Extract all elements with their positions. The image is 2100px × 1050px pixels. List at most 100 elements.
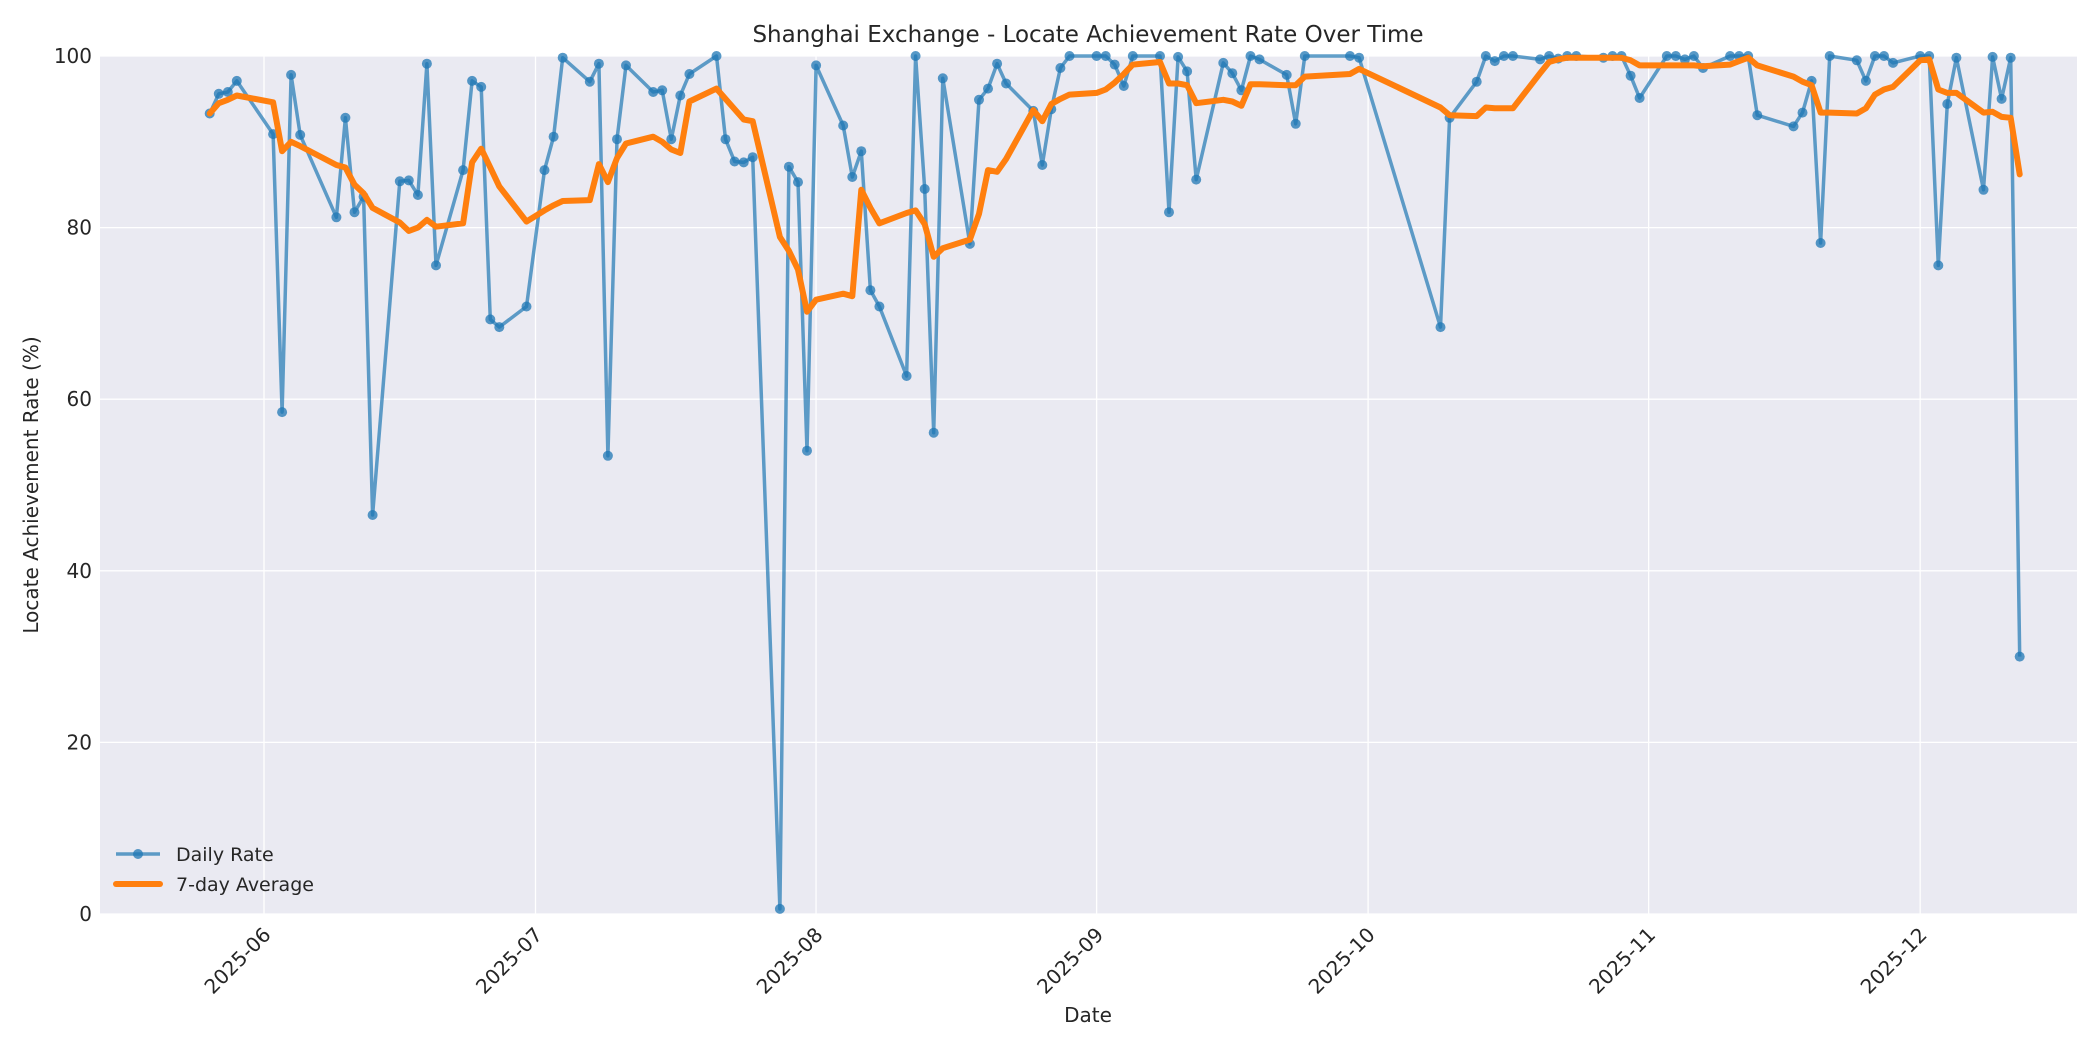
daily-rate-point[interactable] bbox=[1155, 51, 1165, 61]
daily-rate-point[interactable] bbox=[1037, 160, 1048, 170]
daily-rate-point[interactable] bbox=[494, 322, 505, 333]
daily-rate-point[interactable] bbox=[331, 212, 342, 223]
daily-rate-point[interactable] bbox=[1797, 107, 1808, 118]
daily-rate-point[interactable] bbox=[539, 165, 550, 176]
daily-rate-point[interactable] bbox=[1001, 78, 1012, 89]
daily-rate-point[interactable] bbox=[467, 75, 478, 86]
daily-rate-point[interactable] bbox=[1670, 51, 1681, 61]
daily-rate-point[interactable] bbox=[711, 51, 722, 61]
daily-rate-point[interactable] bbox=[231, 75, 242, 86]
daily-rate-point[interactable] bbox=[1218, 57, 1229, 68]
daily-rate-point[interactable] bbox=[286, 69, 297, 80]
daily-rate-point[interactable] bbox=[1173, 51, 1184, 62]
daily-rate-point[interactable] bbox=[277, 407, 288, 418]
daily-rate-point[interactable] bbox=[738, 157, 749, 168]
daily-rate-point[interactable] bbox=[802, 445, 812, 456]
daily-rate-point[interactable] bbox=[1435, 322, 1446, 333]
daily-rate-point[interactable] bbox=[412, 190, 423, 200]
daily-rate-point[interactable] bbox=[1725, 51, 1736, 61]
daily-rate-point[interactable] bbox=[1888, 57, 1898, 68]
daily-rate-point[interactable] bbox=[729, 156, 740, 167]
daily-rate-point[interactable] bbox=[421, 58, 432, 69]
daily-rate-point[interactable] bbox=[1091, 51, 1102, 61]
daily-rate-point[interactable] bbox=[2005, 52, 2016, 63]
daily-rate-point[interactable] bbox=[1978, 184, 1989, 195]
daily-rate-point[interactable] bbox=[747, 152, 758, 163]
daily-rate-point[interactable] bbox=[612, 134, 622, 145]
daily-rate-point[interactable] bbox=[1227, 68, 1238, 79]
daily-rate-point[interactable] bbox=[874, 301, 885, 312]
daily-rate-point[interactable] bbox=[403, 175, 414, 186]
daily-rate-point[interactable] bbox=[928, 427, 939, 438]
daily-rate-point[interactable] bbox=[937, 73, 948, 84]
daily-rate-point[interactable] bbox=[1933, 260, 1944, 271]
daily-rate-point[interactable] bbox=[1345, 51, 1355, 61]
daily-rate-point[interactable] bbox=[1507, 51, 1518, 61]
daily-rate-point[interactable] bbox=[295, 129, 306, 140]
daily-rate-point[interactable] bbox=[602, 450, 613, 461]
daily-rate-point[interactable] bbox=[865, 285, 876, 296]
daily-rate-point[interactable] bbox=[720, 134, 731, 145]
daily-rate-point[interactable] bbox=[1661, 51, 1672, 61]
daily-rate-point[interactable] bbox=[1118, 81, 1129, 91]
daily-rate-point[interactable] bbox=[1100, 51, 1111, 61]
daily-rate-point[interactable] bbox=[666, 134, 677, 145]
daily-rate-point[interactable] bbox=[838, 120, 849, 131]
daily-rate-point[interactable] bbox=[1299, 51, 1310, 61]
daily-rate-point[interactable] bbox=[431, 260, 441, 271]
daily-rate-point[interactable] bbox=[1281, 69, 1292, 80]
daily-rate-point[interactable] bbox=[2014, 651, 2025, 662]
daily-rate-point[interactable] bbox=[1788, 121, 1799, 132]
daily-rate-point[interactable] bbox=[1055, 63, 1066, 73]
daily-rate-point[interactable] bbox=[1634, 93, 1645, 103]
daily-rate-point[interactable] bbox=[1851, 55, 1862, 66]
daily-rate-point[interactable] bbox=[1942, 99, 1953, 109]
daily-rate-point[interactable] bbox=[919, 184, 930, 194]
daily-rate-point[interactable] bbox=[1480, 51, 1491, 61]
daily-rate-point[interactable] bbox=[1191, 174, 1202, 185]
daily-rate-point[interactable] bbox=[485, 314, 496, 325]
legend-item-daily-rate[interactable]: Daily Rate bbox=[116, 844, 274, 866]
daily-rate-point[interactable] bbox=[1471, 76, 1482, 87]
daily-rate-point[interactable] bbox=[1688, 51, 1699, 61]
daily-rate-point[interactable] bbox=[1354, 52, 1365, 63]
daily-rate-point[interactable] bbox=[1987, 51, 1998, 62]
daily-rate-point[interactable] bbox=[621, 60, 631, 71]
daily-rate-point[interactable] bbox=[1869, 51, 1880, 61]
daily-rate-point[interactable] bbox=[1127, 51, 1138, 61]
daily-rate-point[interactable] bbox=[1245, 51, 1256, 61]
daily-rate-point[interactable] bbox=[1679, 54, 1690, 65]
daily-rate-point[interactable] bbox=[394, 176, 405, 187]
daily-rate-point[interactable] bbox=[974, 94, 984, 105]
daily-rate-point[interactable] bbox=[1064, 51, 1075, 61]
daily-rate-point[interactable] bbox=[476, 81, 487, 92]
daily-rate-point[interactable] bbox=[774, 903, 785, 914]
daily-rate-point[interactable] bbox=[349, 207, 360, 218]
daily-rate-point[interactable] bbox=[1109, 59, 1120, 70]
daily-rate-point[interactable] bbox=[557, 52, 568, 63]
daily-rate-point[interactable] bbox=[1815, 238, 1826, 248]
daily-rate-point[interactable] bbox=[793, 177, 803, 188]
daily-rate-point[interactable] bbox=[1625, 70, 1636, 81]
daily-rate-point[interactable] bbox=[584, 76, 595, 87]
daily-rate-point[interactable] bbox=[1182, 66, 1193, 77]
daily-rate-point[interactable] bbox=[213, 88, 224, 99]
daily-rate-point[interactable] bbox=[684, 69, 695, 79]
daily-rate-point[interactable] bbox=[856, 146, 867, 157]
daily-rate-point[interactable] bbox=[222, 87, 233, 97]
daily-rate-point[interactable] bbox=[1879, 51, 1889, 61]
daily-rate-point[interactable] bbox=[458, 165, 469, 176]
daily-rate-point[interactable] bbox=[1824, 51, 1835, 61]
daily-rate-point[interactable] bbox=[1290, 118, 1301, 129]
daily-rate-point[interactable] bbox=[1860, 75, 1871, 86]
daily-rate-point[interactable] bbox=[657, 85, 668, 96]
daily-rate-point[interactable] bbox=[783, 161, 794, 172]
daily-rate-point[interactable] bbox=[1498, 51, 1509, 61]
daily-rate-point[interactable] bbox=[1752, 110, 1763, 121]
daily-rate-point[interactable] bbox=[521, 301, 532, 312]
daily-rate-point[interactable] bbox=[548, 131, 559, 142]
daily-rate-point[interactable] bbox=[1996, 93, 2007, 104]
daily-rate-point[interactable] bbox=[367, 510, 378, 520]
daily-rate-point[interactable] bbox=[1254, 54, 1265, 65]
daily-rate-point[interactable] bbox=[847, 172, 858, 182]
